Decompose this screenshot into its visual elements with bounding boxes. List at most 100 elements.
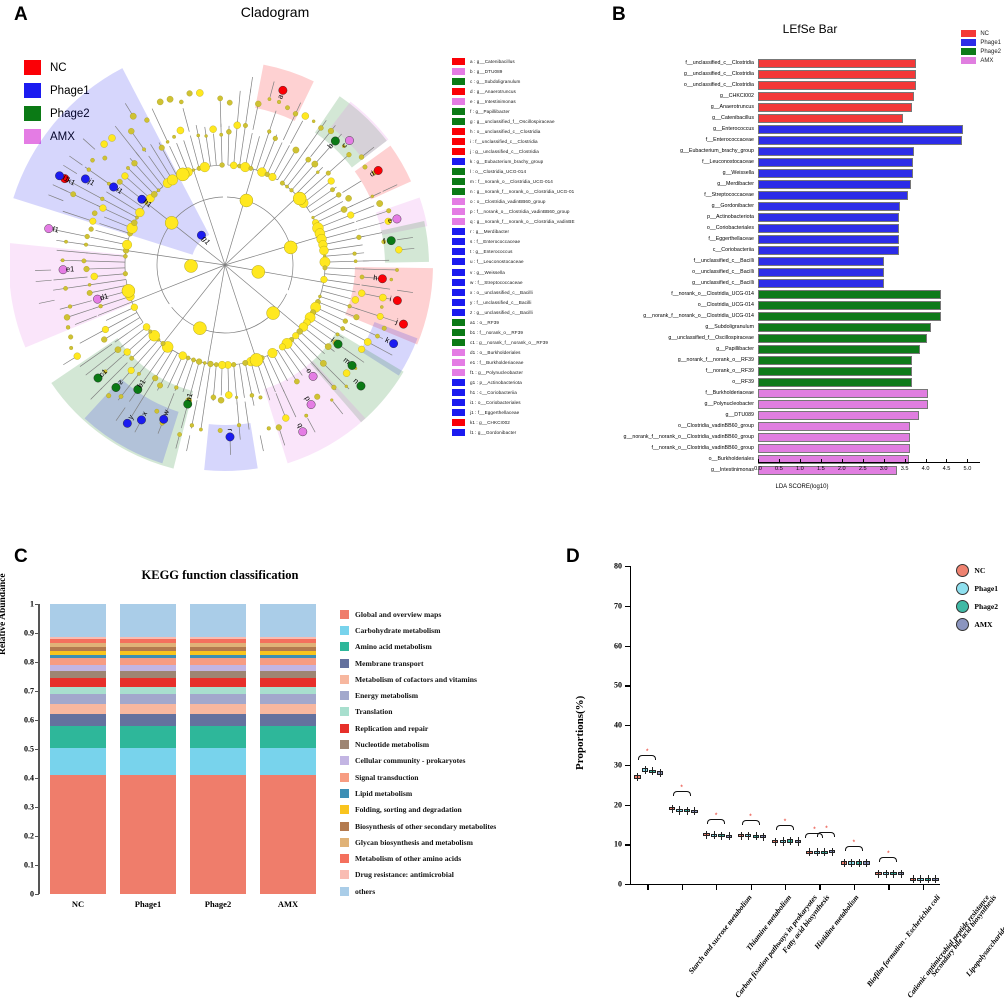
cladogram-key-item: b : g__DTU089: [452, 66, 602, 76]
kegg-legend-label: Carbohydrate metabolism: [355, 625, 441, 635]
panel-d-whisker: [686, 806, 688, 815]
lefse-bar-label: f__Burkholderiaceae: [705, 390, 754, 396]
cladogram-node: [118, 394, 124, 399]
cladogram-biomarker-node: [58, 265, 68, 275]
cladogram-key-label: h : o__unclassified_c__Clostridia: [470, 128, 541, 134]
kegg-segment: [120, 637, 176, 640]
panel-d-x-tick: [681, 884, 683, 890]
lefse-bar: [758, 69, 917, 80]
kegg-legend-item: Metabolism of other amino acids: [340, 850, 496, 866]
panel-d-y-tick: [625, 884, 630, 886]
panel-d-whisker: [816, 848, 818, 857]
cladogram-node: [330, 398, 334, 402]
color-swatch-kegg-0: [340, 609, 349, 619]
cladogram-node: [318, 294, 322, 299]
kegg-legend-item: Drug resistance: antimicrobial: [340, 867, 496, 883]
lefse-bars: f__unclassified_c__Clostridia g__unclassi…: [600, 58, 1004, 478]
kegg-segment: [50, 604, 106, 638]
cladogram-biomarker-node: [399, 319, 408, 329]
cladogram-node: [384, 217, 392, 225]
cladogram-node: [347, 304, 352, 309]
lefse-bar-row: f__norank_o__Clostridia_vadinBB60_group: [600, 443, 1004, 454]
cladogram-node-labels: ab cdefhijklmnopqrwxyza1b1c1d1e1f1g1h1i1j…: [52, 93, 400, 432]
cladogram-clade-highlight: [10, 243, 133, 348]
kegg-legend-label: Lipid metabolism: [355, 788, 413, 798]
cladogram-node: [218, 361, 227, 369]
lefse-bar-row: f__Enterococcaceae: [600, 135, 1004, 146]
cladogram-node: [342, 318, 348, 324]
cladogram-node: [362, 164, 368, 170]
lefse-bar: [758, 234, 900, 245]
cladogram-key-item: e : g__Intestinimonas: [452, 96, 602, 106]
cladogram-node: [320, 360, 327, 367]
cladogram-key-label: r : g__Merdibacter: [470, 229, 510, 235]
cladogram-node-label: y: [126, 413, 136, 421]
color-swatch-nc: [961, 30, 977, 37]
cladogram-biomarker-node: [392, 214, 402, 224]
cladogram-node-label: h: [373, 273, 378, 282]
panel-d-whisker: [935, 875, 937, 884]
cladogram-key-label: i1 : o__Coriobacteriales: [470, 400, 521, 406]
kegg-segment: [120, 670, 176, 678]
lefse-bar-row: g__Catenibacillus: [600, 113, 1004, 124]
kegg-legend-item: Replication and repair: [340, 720, 496, 736]
cladogram-node: [177, 432, 182, 437]
cladogram-node: [322, 265, 328, 271]
lefse-bar: [758, 245, 900, 256]
lefse-bar-row: f__unclassified_c__Bacilli: [600, 256, 1004, 267]
cladogram-node: [174, 385, 179, 390]
cladogram-node-label: c: [340, 140, 349, 149]
kegg-legend-label: Metabolism of other amino acids: [355, 854, 462, 864]
cladogram-key-label: c : g__Subdoligranulum: [470, 78, 521, 84]
color-swatch-kegg-2: [340, 642, 349, 652]
cladogram-key-item: j : g__unclassified_c__Clostridia: [452, 146, 602, 156]
cladogram-node: [116, 178, 123, 185]
cladogram-node: [196, 89, 204, 97]
cladogram-key-label: i : f__unclassified_c__Clostridia: [470, 138, 538, 144]
kegg-segment: [120, 714, 176, 726]
lefse-bar: [758, 300, 941, 311]
cladogram-biomarker-node: [122, 418, 132, 428]
cladogram-biomarker-node: [137, 194, 147, 204]
kegg-segment: [260, 604, 316, 638]
cladogram-node: [277, 99, 282, 104]
cladogram-node: [235, 395, 239, 399]
color-swatch-m: [452, 178, 465, 186]
kegg-y-tick: [35, 691, 39, 693]
cladogram-key-label: j1 : f__Eggerthellaceae: [470, 410, 520, 416]
lefse-bar-row: o__Clostridia_UCG-014: [600, 300, 1004, 311]
cladogram-clade-highlight: [376, 197, 428, 235]
cladogram-key-label: f1 : g__Polynucleobacter: [470, 369, 523, 375]
cladogram-node: [230, 161, 238, 170]
lefse-bar-row: g__Weissella: [600, 168, 1004, 179]
cladogram-biomarker-node: [347, 361, 357, 370]
cladogram-node: [336, 192, 342, 198]
cladogram-biomarker-node: [330, 136, 340, 146]
cladogram-biomarker-node: [392, 296, 402, 305]
kegg-y-tick: [35, 836, 39, 838]
panel-d-whisker: [851, 858, 853, 868]
lefse-bar: [758, 399, 928, 410]
panel-a-title: Cladogram: [240, 4, 310, 20]
kegg-segment: [190, 637, 246, 640]
lefse-axis-tick: [904, 459, 906, 463]
panel-d-whisker: [920, 875, 922, 884]
cladogram-node: [69, 346, 74, 350]
cladogram-key-item: u : f__Leuconostocaceae: [452, 257, 602, 267]
cladogram-key-label: z : g__unclassified_c__Bacilli: [470, 309, 533, 315]
cladogram-key-item: t : g__Enterococcus: [452, 247, 602, 257]
cladogram-clade-highlight: [345, 266, 433, 345]
lefse-bar: [758, 377, 913, 388]
kegg-x-tick-label: Phage1: [134, 899, 162, 909]
kegg-legend-item: Lipid metabolism: [340, 785, 496, 801]
cladogram-biomarker-node: [159, 414, 169, 424]
lefse-bar: [758, 344, 920, 355]
cladogram-node: [99, 204, 107, 212]
kegg-segment: [120, 704, 176, 715]
lefse-axis-tick-label: 1.0: [795, 466, 804, 472]
panel-d-whisker: [659, 768, 661, 778]
cladogram-node: [375, 333, 380, 339]
lefse-bar-row: g__unclassified_c__Bacilli: [600, 278, 1004, 289]
cladogram-clade-highlight: [330, 101, 389, 160]
kegg-segment: [260, 642, 316, 647]
